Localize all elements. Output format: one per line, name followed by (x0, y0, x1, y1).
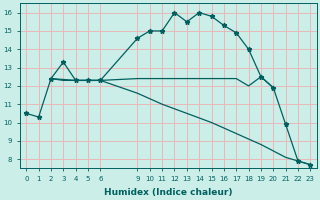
X-axis label: Humidex (Indice chaleur): Humidex (Indice chaleur) (104, 188, 233, 197)
